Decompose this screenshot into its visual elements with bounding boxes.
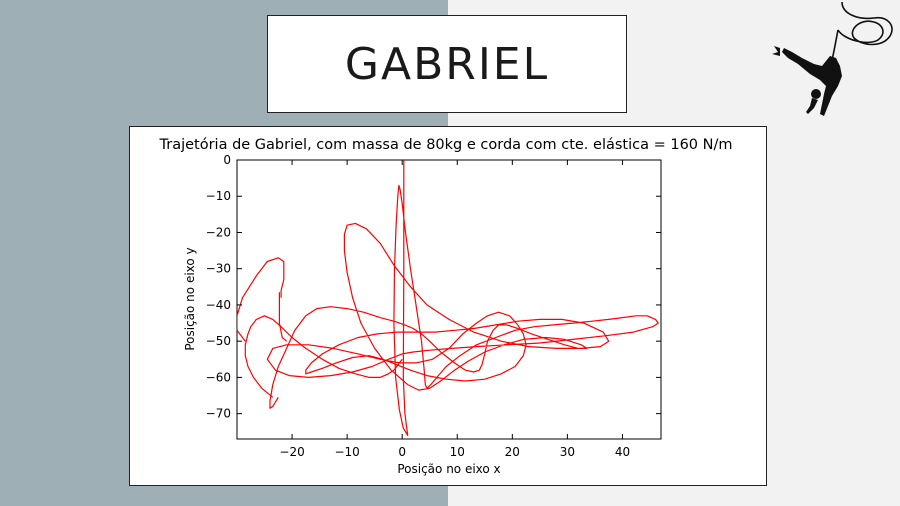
chart-title: Trajetória de Gabriel, com massa de 80kg… xyxy=(159,137,733,153)
title-box: GABRIEL xyxy=(267,15,627,113)
y-tick-label: −20 xyxy=(206,225,231,239)
y-tick-label: −10 xyxy=(206,189,231,203)
plot-layer: −20 −10 0 10 20 30 40 0 −10 −20 −30 −40 −50 −60 −70 xyxy=(206,153,662,459)
trajectory-line-1 xyxy=(266,160,659,436)
x-tick-label: 10 xyxy=(450,445,465,459)
y-tick-label: 0 xyxy=(223,153,231,167)
trajectory-line-2 xyxy=(244,315,403,398)
trajectory-line-3 xyxy=(237,257,285,342)
x-tick-label: 40 xyxy=(615,445,630,459)
y-tick-label: −30 xyxy=(206,262,231,276)
y-tick-label: −40 xyxy=(206,298,231,312)
y-axis-label: Posição no eixo y xyxy=(183,247,197,350)
x-axis-label: Posição no eixo x xyxy=(397,462,500,476)
trajectory-line-4 xyxy=(278,292,287,342)
plot-frame xyxy=(236,159,662,440)
x-tick-label: 0 xyxy=(398,445,406,459)
slide-title: GABRIEL xyxy=(344,38,550,90)
x-tick-label: −20 xyxy=(279,445,304,459)
y-tick-label: −70 xyxy=(206,407,231,421)
x-tick-label: −10 xyxy=(334,445,359,459)
x-tick-label: 30 xyxy=(560,445,575,459)
bungee-jumper-icon xyxy=(772,1,893,116)
trajectory-chart: Trajetória de Gabriel, com massa de 80kg… xyxy=(159,137,733,476)
chart-container: Trajetória de Gabriel, com massa de 80kg… xyxy=(129,126,767,486)
x-tick-label: 20 xyxy=(505,445,520,459)
y-tick-label: −50 xyxy=(206,334,231,348)
y-tick-label: −60 xyxy=(206,370,231,384)
